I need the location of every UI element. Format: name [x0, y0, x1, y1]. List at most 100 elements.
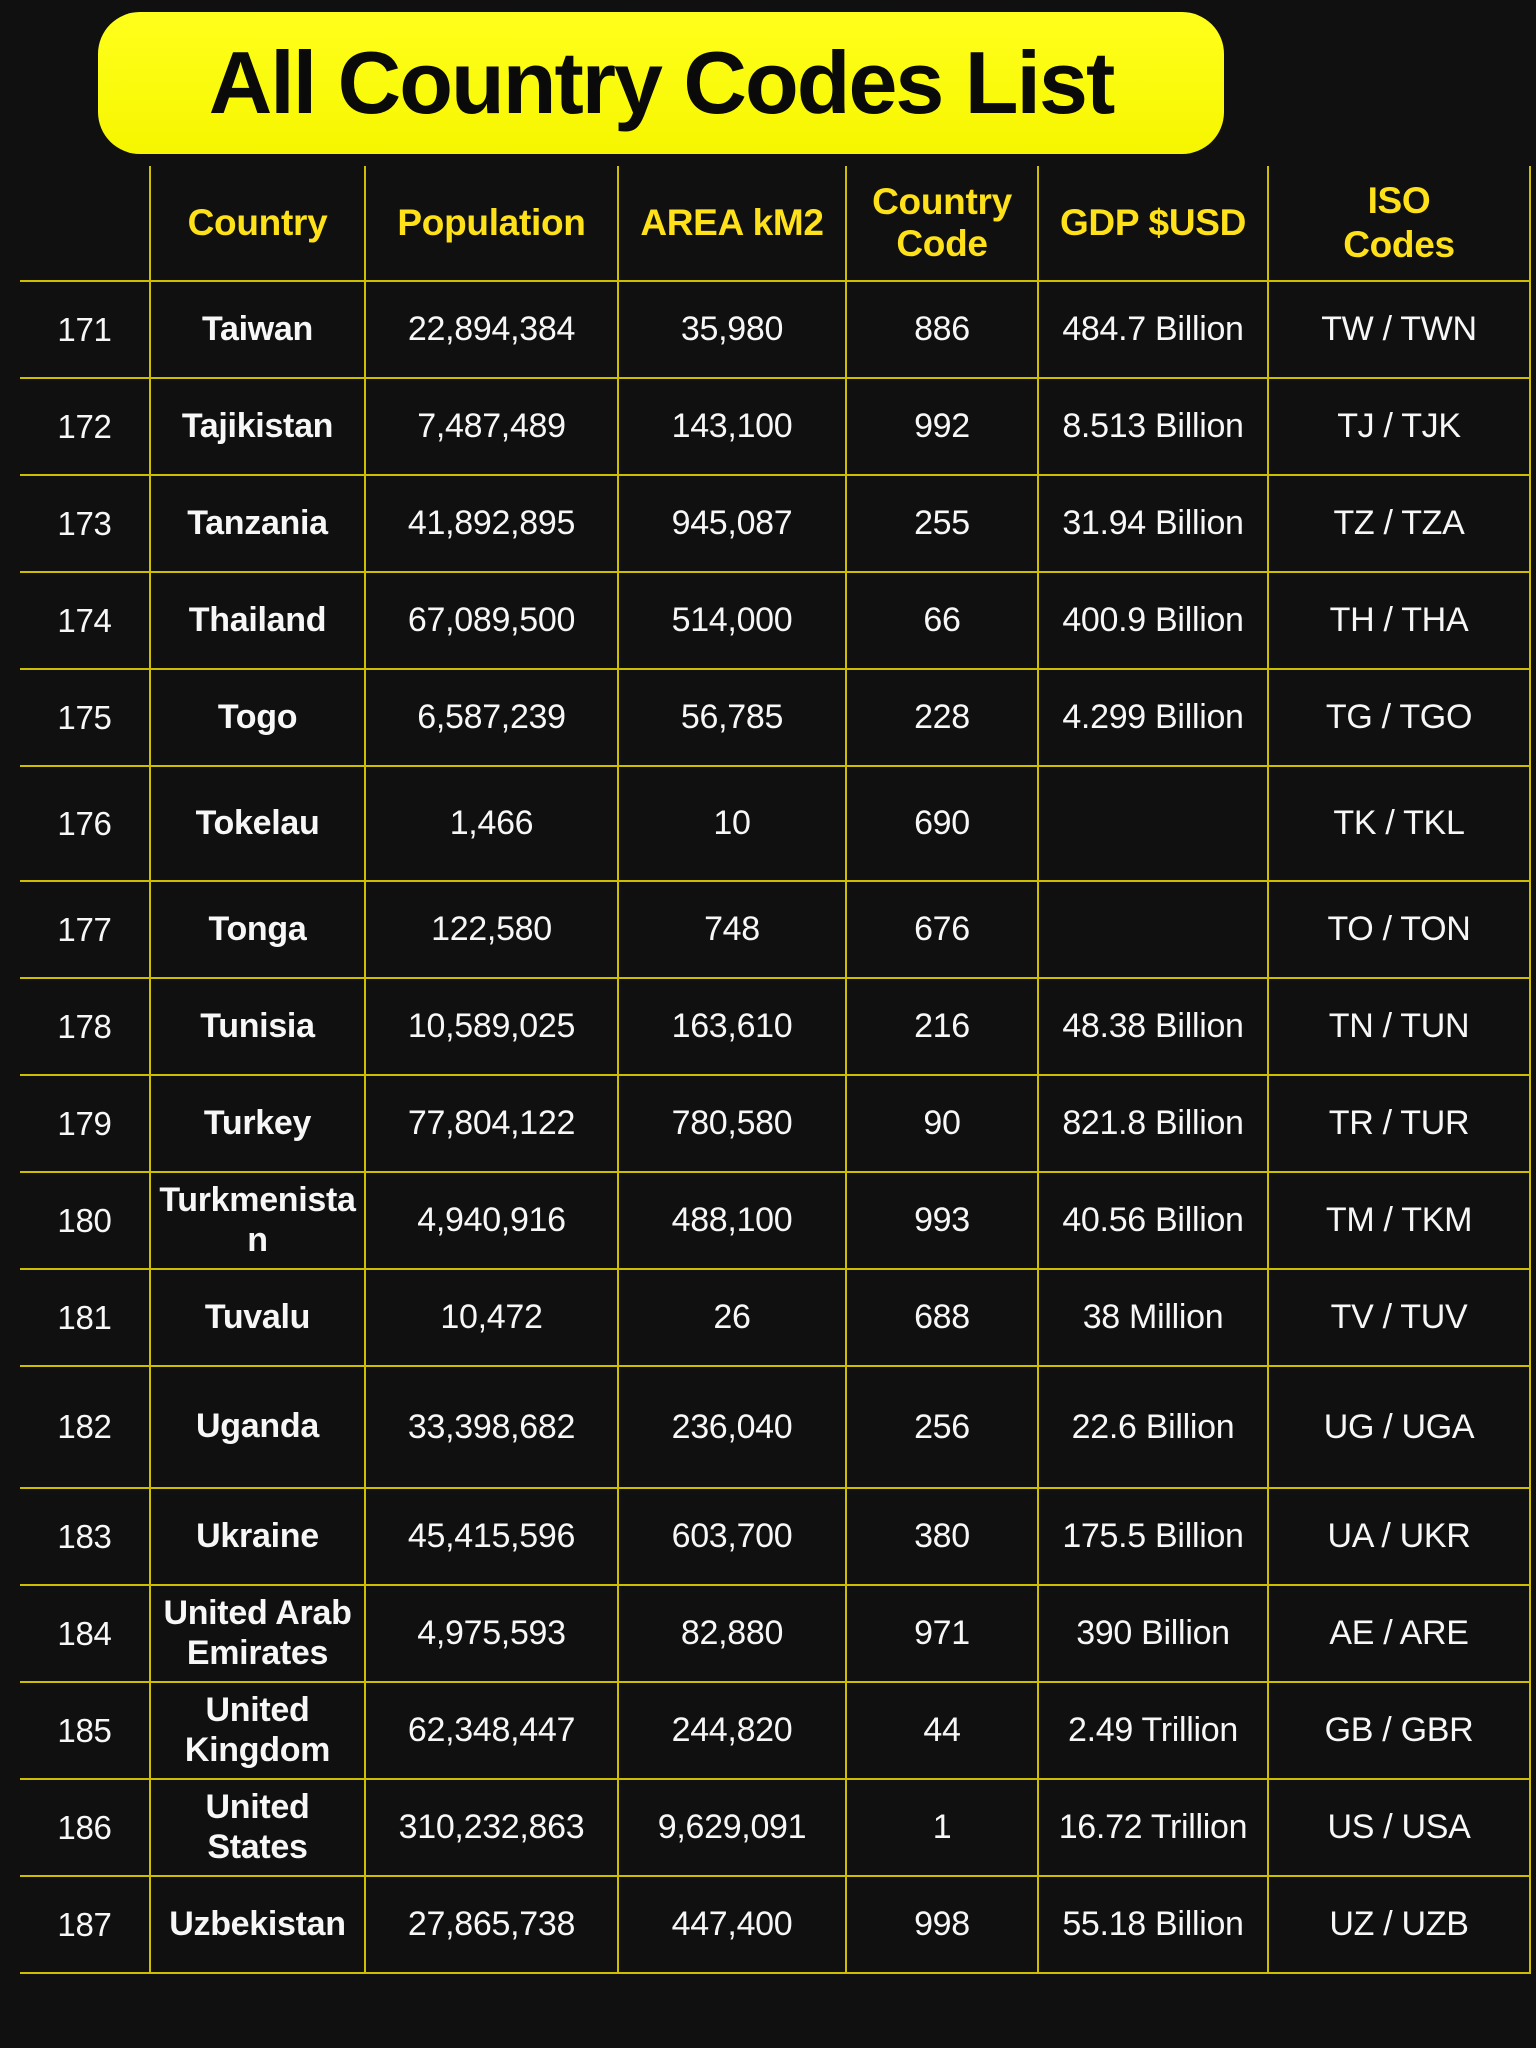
- cell-country: Thailand: [149, 571, 366, 670]
- cell-country-code: 688: [845, 1268, 1039, 1367]
- cell-area: 244,820: [617, 1681, 847, 1780]
- cell-country: Tajikistan: [149, 377, 366, 476]
- cell-gdp: 48.38 Billion: [1037, 977, 1269, 1076]
- cell-country: Turkmenistan: [149, 1171, 366, 1270]
- cell-area: 56,785: [617, 668, 847, 767]
- cell-row-number: 175: [20, 668, 151, 767]
- cell-row-number: 186: [20, 1778, 151, 1877]
- cell-gdp: [1037, 765, 1269, 882]
- cell-country-code: 228: [845, 668, 1039, 767]
- table-row: 181 Tuvalu 10,472 26 688 38 Million TV /…: [20, 1268, 1531, 1367]
- table-body: 171 Taiwan 22,894,384 35,980 886 484.7 B…: [20, 280, 1531, 1974]
- cell-population: 6,587,239: [364, 668, 619, 767]
- header-iso-codes: ISO Codes: [1267, 166, 1531, 282]
- cell-iso-codes: TK / TKL: [1267, 765, 1531, 882]
- cell-area: 780,580: [617, 1074, 847, 1173]
- cell-gdp: 16.72 Trillion: [1037, 1778, 1269, 1877]
- cell-area: 143,100: [617, 377, 847, 476]
- cell-area: 514,000: [617, 571, 847, 670]
- cell-country: United Kingdom: [149, 1681, 366, 1780]
- cell-gdp: 2.49 Trillion: [1037, 1681, 1269, 1780]
- cell-country: Uzbekistan: [149, 1875, 366, 1974]
- header-area: AREA kM2: [617, 166, 847, 282]
- cell-population: 67,089,500: [364, 571, 619, 670]
- cell-iso-codes: US / USA: [1267, 1778, 1531, 1877]
- cell-row-number: 178: [20, 977, 151, 1076]
- cell-gdp: 38 Million: [1037, 1268, 1269, 1367]
- header-num-spacer: [20, 166, 151, 282]
- cell-iso-codes: TO / TON: [1267, 880, 1531, 979]
- cell-gdp: 31.94 Billion: [1037, 474, 1269, 573]
- cell-iso-codes: GB / GBR: [1267, 1681, 1531, 1780]
- cell-country-code: 256: [845, 1365, 1039, 1489]
- cell-gdp: 821.8 Billion: [1037, 1074, 1269, 1173]
- page-title-banner: All Country Codes List: [98, 12, 1224, 154]
- cell-area: 236,040: [617, 1365, 847, 1489]
- cell-country: Tokelau: [149, 765, 366, 882]
- cell-iso-codes: TM / TKM: [1267, 1171, 1531, 1270]
- header-country-code: Country Code: [845, 166, 1039, 282]
- cell-population: 45,415,596: [364, 1487, 619, 1586]
- cell-country-code: 690: [845, 765, 1039, 882]
- cell-country: Tonga: [149, 880, 366, 979]
- cell-country: Tunisia: [149, 977, 366, 1076]
- cell-area: 35,980: [617, 280, 847, 379]
- cell-row-number: 185: [20, 1681, 151, 1780]
- cell-gdp: 8.513 Billion: [1037, 377, 1269, 476]
- table-row: 184 United Arab Emirates 4,975,593 82,88…: [20, 1584, 1531, 1683]
- cell-population: 41,892,895: [364, 474, 619, 573]
- header-population: Population: [364, 166, 619, 282]
- cell-gdp: 55.18 Billion: [1037, 1875, 1269, 1974]
- cell-country: Ukraine: [149, 1487, 366, 1586]
- cell-iso-codes: TG / TGO: [1267, 668, 1531, 767]
- cell-population: 1,466: [364, 765, 619, 882]
- cell-row-number: 180: [20, 1171, 151, 1270]
- table-row: 186 United States 310,232,863 9,629,091 …: [20, 1778, 1531, 1877]
- cell-area: 10: [617, 765, 847, 882]
- cell-country: United Arab Emirates: [149, 1584, 366, 1683]
- cell-population: 4,975,593: [364, 1584, 619, 1683]
- cell-row-number: 181: [20, 1268, 151, 1367]
- cell-population: 62,348,447: [364, 1681, 619, 1780]
- cell-gdp: [1037, 880, 1269, 979]
- header-country: Country: [149, 166, 366, 282]
- cell-iso-codes: TJ / TJK: [1267, 377, 1531, 476]
- cell-population: 77,804,122: [364, 1074, 619, 1173]
- cell-country-code: 66: [845, 571, 1039, 670]
- cell-country-code: 993: [845, 1171, 1039, 1270]
- cell-country: Tuvalu: [149, 1268, 366, 1367]
- cell-country: Uganda: [149, 1365, 366, 1489]
- cell-area: 447,400: [617, 1875, 847, 1974]
- cell-iso-codes: UA / UKR: [1267, 1487, 1531, 1586]
- cell-area: 82,880: [617, 1584, 847, 1683]
- cell-country-code: 992: [845, 377, 1039, 476]
- cell-country-code: 216: [845, 977, 1039, 1076]
- cell-row-number: 179: [20, 1074, 151, 1173]
- cell-country-code: 90: [845, 1074, 1039, 1173]
- table-row: 179 Turkey 77,804,122 780,580 90 821.8 B…: [20, 1074, 1531, 1173]
- table-row: 178 Tunisia 10,589,025 163,610 216 48.38…: [20, 977, 1531, 1076]
- header-row: Country Population AREA kM2 Country Code…: [20, 166, 1531, 282]
- cell-iso-codes: TW / TWN: [1267, 280, 1531, 379]
- cell-gdp: 484.7 Billion: [1037, 280, 1269, 379]
- cell-country-code: 886: [845, 280, 1039, 379]
- table-row: 187 Uzbekistan 27,865,738 447,400 998 55…: [20, 1875, 1531, 1974]
- cell-population: 7,487,489: [364, 377, 619, 476]
- cell-row-number: 171: [20, 280, 151, 379]
- cell-area: 748: [617, 880, 847, 979]
- cell-population: 4,940,916: [364, 1171, 619, 1270]
- cell-iso-codes: TN / TUN: [1267, 977, 1531, 1076]
- cell-gdp: 400.9 Billion: [1037, 571, 1269, 670]
- page-title: All Country Codes List: [208, 33, 1115, 132]
- cell-population: 122,580: [364, 880, 619, 979]
- cell-row-number: 187: [20, 1875, 151, 1974]
- cell-row-number: 173: [20, 474, 151, 573]
- cell-population: 310,232,863: [364, 1778, 619, 1877]
- cell-country: Turkey: [149, 1074, 366, 1173]
- cell-gdp: 40.56 Billion: [1037, 1171, 1269, 1270]
- cell-area: 163,610: [617, 977, 847, 1076]
- page: All Country Codes List Country Populatio…: [0, 12, 1536, 2048]
- table-row: 185 United Kingdom 62,348,447 244,820 44…: [20, 1681, 1531, 1780]
- cell-country-code: 255: [845, 474, 1039, 573]
- cell-country-code: 380: [845, 1487, 1039, 1586]
